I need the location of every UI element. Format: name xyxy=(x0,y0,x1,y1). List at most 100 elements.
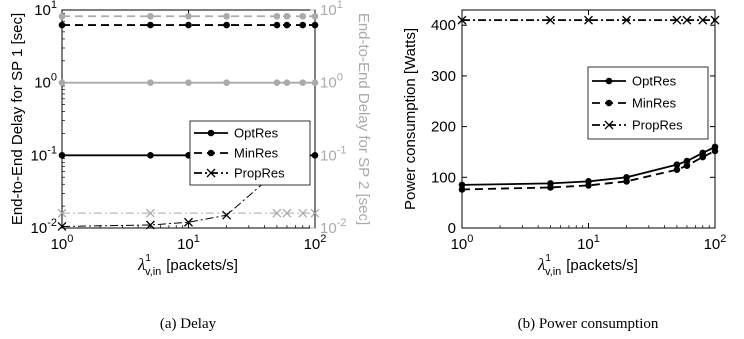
delay-series-point xyxy=(223,12,230,20)
delay-legend-item: OptRes xyxy=(194,126,279,141)
power-series-point xyxy=(584,15,593,25)
delay-series-point xyxy=(311,21,319,29)
delay-x-sub: v,in xyxy=(145,266,161,278)
delay-series-point xyxy=(185,12,192,20)
delay-x-unit: [packets/s] xyxy=(166,257,238,274)
power-legend: OptRes MinRes PropRes xyxy=(587,66,709,140)
power-series-point xyxy=(623,178,630,185)
power-series-point xyxy=(545,15,555,25)
delay-y-tick-label: 100 xyxy=(34,72,57,92)
power-series-point xyxy=(711,147,719,155)
delay-caption: (a) Delay xyxy=(160,316,217,332)
delay-x-tick-label: 101 xyxy=(177,233,200,253)
power-caption: (b) Power consumption xyxy=(518,316,659,332)
delay-series-point xyxy=(147,12,154,20)
power-x-sub: v,in xyxy=(545,266,561,278)
delay-y2-tick-label: 100 xyxy=(320,72,343,92)
delay-legend-label: OptRes xyxy=(234,126,279,141)
power-legend-label: OptRes xyxy=(632,74,677,89)
delay-series-point xyxy=(58,79,66,86)
delay-x-axis-label: λ1 v,in [packets/s] xyxy=(137,253,238,278)
power-series-point xyxy=(683,157,691,165)
delay-y-tick-label: 101 xyxy=(34,0,57,19)
delay-series-point xyxy=(145,208,155,218)
delay-legend-marker xyxy=(207,129,215,137)
delay-series-point xyxy=(311,152,319,159)
power-series-point xyxy=(682,15,692,25)
power-legend-item: OptRes xyxy=(592,74,677,89)
delay-x-sup: 1 xyxy=(145,253,151,264)
delay-series-point xyxy=(223,79,230,86)
delay-x-symbol: λ xyxy=(137,255,145,274)
power-legend-marker xyxy=(605,77,613,85)
delay-series-point xyxy=(283,21,291,29)
power-y-tick-label: 100 xyxy=(431,169,456,186)
power-series-point xyxy=(673,161,681,168)
power-legend-item: MinRes xyxy=(592,96,677,111)
power-series-point xyxy=(699,153,707,161)
delay-series-point xyxy=(283,12,291,20)
delay-series-point xyxy=(58,12,66,20)
delay-legend-marker xyxy=(207,149,215,157)
power-series-point xyxy=(458,186,466,193)
delay-series-point xyxy=(58,21,66,29)
delay-legend-item: MinRes xyxy=(194,146,279,161)
delay-series-point xyxy=(298,208,308,218)
power-y-tick-label: 200 xyxy=(431,119,456,136)
delay-legend-label: MinRes xyxy=(234,146,279,161)
delay-y-tick-label: 10-1 xyxy=(31,144,57,164)
delay-series-point xyxy=(299,12,307,20)
delay-series-point xyxy=(184,217,193,227)
power-legend-label: PropRes xyxy=(632,118,683,133)
power-y-tick-label: 0 xyxy=(448,220,456,237)
power-series-point xyxy=(698,15,708,25)
delay-legend-item: PropRes xyxy=(194,166,285,181)
delay-series-point xyxy=(147,21,154,29)
delay-series-point xyxy=(310,208,320,218)
delay-series-point xyxy=(57,208,67,218)
delay-legend-marker xyxy=(206,168,216,178)
power-y-axis-label: Power consumption [Watts] xyxy=(402,28,419,210)
delay-plot-area xyxy=(61,9,316,229)
power-series-point xyxy=(622,15,632,25)
delay-series-point xyxy=(145,220,155,230)
delay-series-point xyxy=(185,79,192,86)
delay-series-point xyxy=(283,79,291,86)
delay-series-point xyxy=(58,152,66,159)
power-series-point xyxy=(673,166,681,173)
delay-series-point xyxy=(273,21,281,29)
delay-series-line xyxy=(61,171,278,227)
power-series-line xyxy=(461,150,716,191)
delay-series-point xyxy=(222,210,232,220)
delay-y2-tick-label: 10-1 xyxy=(320,144,346,164)
power-legend-marker xyxy=(605,99,613,107)
power-x-symbol: λ xyxy=(537,255,545,274)
delay-legend: OptRes MinRes PropRes xyxy=(189,120,311,186)
power-legend-label: MinRes xyxy=(632,96,677,111)
delay-series-point xyxy=(147,152,154,159)
power-x-sup: 1 xyxy=(545,253,551,264)
delay-series-point xyxy=(311,79,319,86)
delay-series-point xyxy=(299,79,307,86)
power-series-point xyxy=(457,15,467,25)
power-x-tick-label: 102 xyxy=(704,233,727,253)
power-y-tick-label: 400 xyxy=(431,17,456,34)
delay-y2-tick-label: 10-2 xyxy=(320,217,346,237)
delay-right-axis-label: End-to-End Delay for SP 2 [sec] xyxy=(355,13,372,225)
delay-series-point xyxy=(272,208,282,218)
delay-x-tick-label: 102 xyxy=(304,233,327,253)
delay-series-point xyxy=(273,79,281,86)
delay-series-point xyxy=(57,222,67,231)
power-x-unit: [packets/s] xyxy=(566,257,638,274)
delay-legend-entries: OptRes MinRes PropRes xyxy=(194,126,285,181)
delay-series-point xyxy=(273,12,281,20)
power-series-point xyxy=(683,162,691,169)
power-legend-item: PropRes xyxy=(592,118,683,133)
power-series xyxy=(457,15,720,193)
power-series-point xyxy=(710,15,720,25)
delay-left-axis-label: End-to-End Delay for SP 1 [sec] xyxy=(9,13,26,225)
